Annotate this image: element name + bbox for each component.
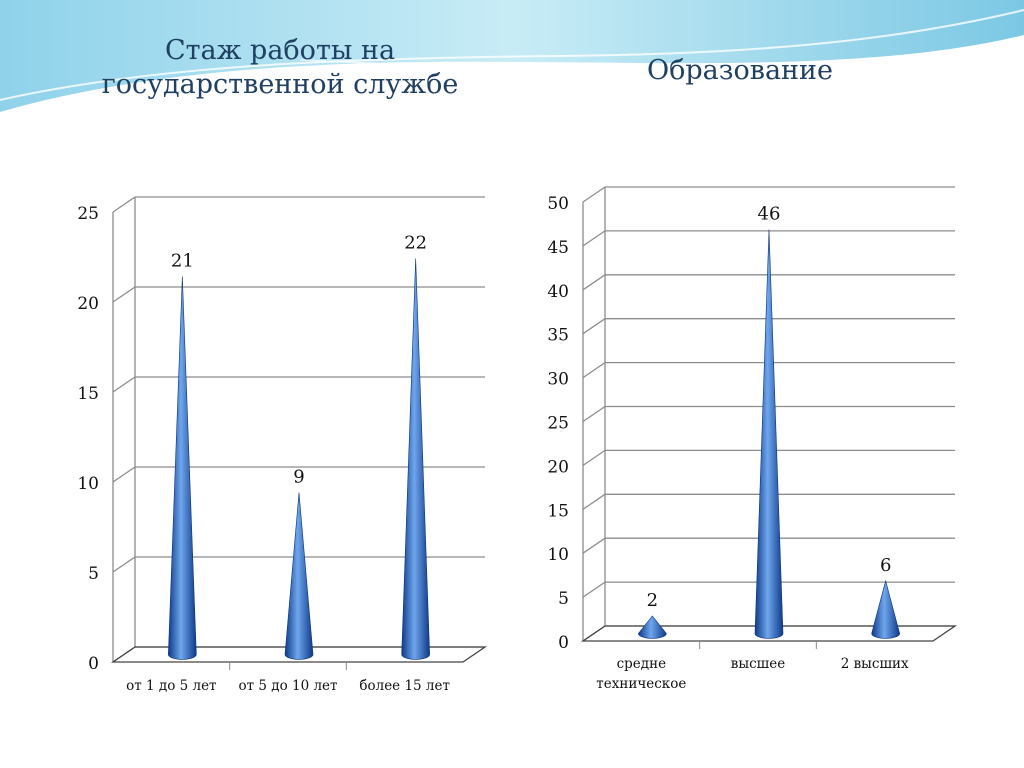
- data-label: 9: [293, 467, 304, 488]
- data-label: 6: [880, 555, 891, 576]
- y-tick-label: 25: [547, 414, 569, 434]
- y-tick-mark: [582, 186, 606, 203]
- cone-bar: [638, 615, 667, 639]
- data-label: 46: [758, 204, 781, 225]
- y-tick-label: 20: [547, 457, 569, 477]
- cone-bar: [871, 579, 900, 639]
- y-tick-label: 0: [88, 654, 99, 674]
- x-tick-label: 2 высших: [841, 656, 909, 672]
- y-tick-mark: [582, 405, 606, 423]
- header-wave-line-2: [299, 59, 1024, 76]
- y-tick-mark: [582, 581, 606, 598]
- data-label: 22: [404, 233, 427, 254]
- y-tick-label: 35: [547, 326, 569, 346]
- x-tick-label: техническое: [596, 676, 686, 692]
- y-tick-label: 45: [547, 238, 569, 258]
- y-tick-label: 30: [547, 370, 569, 390]
- cone-bar: [754, 229, 784, 639]
- y-tick-label: 40: [547, 282, 569, 302]
- x-tick-label: более 15 лет: [359, 678, 450, 694]
- y-tick-label: 0: [558, 633, 569, 653]
- y-tick-label: 10: [77, 474, 99, 494]
- y-tick-label: 5: [88, 564, 99, 584]
- y-tick-mark: [112, 196, 136, 213]
- y-tick-label: 15: [77, 384, 99, 404]
- y-tick-label: 25: [77, 204, 99, 224]
- y-tick-mark: [582, 537, 606, 554]
- y-tick-label: 20: [77, 294, 99, 314]
- x-tick-label: от 5 до 10 лет: [238, 678, 337, 694]
- data-label: 21: [171, 251, 194, 272]
- y-tick-label: 10: [547, 545, 569, 565]
- cone-bar: [284, 492, 314, 660]
- x-tick-label: от 1 до 5 лет: [126, 678, 216, 694]
- cone-bar: [168, 276, 197, 660]
- header-wave-line: [0, 9, 1024, 101]
- y-tick-mark: [112, 556, 136, 573]
- y-tick-mark: [582, 230, 606, 247]
- y-tick-mark: [582, 362, 606, 379]
- y-tick-mark: [582, 449, 606, 466]
- y-tick-label: 5: [558, 589, 569, 609]
- y-tick-mark: [582, 318, 606, 335]
- y-tick-label: 50: [547, 194, 569, 214]
- x-tick-label: средне: [617, 656, 667, 672]
- y-tick-mark: [112, 466, 136, 483]
- y-tick-mark: [582, 274, 606, 291]
- y-tick-mark: [582, 493, 606, 510]
- y-tick-label: 15: [547, 501, 569, 521]
- chart-title-tenure: Стаж работы на государственной службе: [101, 35, 459, 100]
- y-tick-mark: [112, 286, 136, 303]
- x-tick-label: высшее: [731, 656, 785, 672]
- data-label: 2: [647, 590, 658, 611]
- cone-bar: [401, 258, 430, 660]
- y-tick-mark: [112, 376, 136, 393]
- chart-title-education: Образование: [646, 55, 834, 86]
